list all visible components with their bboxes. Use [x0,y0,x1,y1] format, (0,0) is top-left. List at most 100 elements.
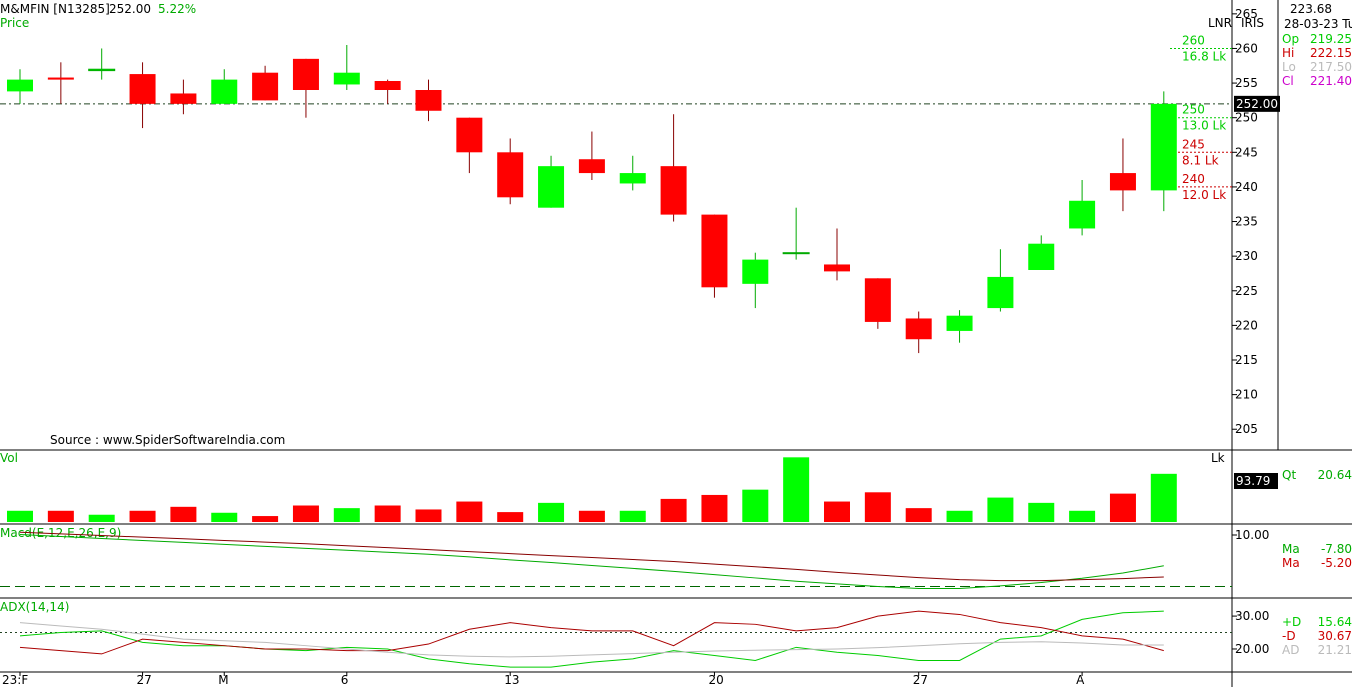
info-row-value: 222.15 [1310,46,1352,60]
macd-panel-label: Macd(E,12,E,26,E,9) [0,526,121,540]
candle-body[interactable] [578,159,605,174]
candle-body[interactable] [905,318,932,340]
price-tick-label: 255 [1235,76,1258,90]
adx-legend-label: AD [1282,643,1299,657]
volume-bar[interactable] [7,510,33,522]
candle-body[interactable] [824,264,850,272]
symbol-label: M&MFIN [N13285] [0,2,110,16]
change-pct-label: 5.22% [158,2,196,16]
level-price-label: 250 [1182,103,1205,117]
current-price-badge [1234,95,1280,112]
candle-body[interactable] [415,90,442,111]
volume-bar[interactable] [211,512,238,522]
volume-bar[interactable] [538,502,565,522]
volume-bar[interactable] [1028,502,1055,522]
volume-bar[interactable] [905,508,932,522]
volume-bar[interactable] [1109,493,1136,522]
volume-bar[interactable] [292,505,319,523]
volume-bar[interactable] [660,498,687,522]
volume-bar[interactable] [497,512,524,522]
candle-body[interactable] [1069,200,1096,229]
candle-body[interactable] [782,252,810,255]
volume-bar[interactable] [374,505,401,523]
candle-body[interactable] [88,68,116,72]
candle-body[interactable] [1150,103,1177,191]
lnr-tag: LNR [1208,16,1232,30]
volume-bar[interactable] [333,508,360,522]
price-tick-label: 250 [1235,111,1258,125]
candle-body[interactable] [1109,173,1136,191]
x-tick-label: 27 [913,673,928,687]
candle-body[interactable] [211,79,238,104]
x-tick-label: 20 [708,673,723,687]
candle-body[interactable] [170,93,197,104]
candle-body[interactable] [864,278,891,322]
volume-bar[interactable] [170,506,197,522]
volume-bar[interactable] [88,514,115,522]
info-row-label: Op [1282,32,1299,46]
candle-body[interactable] [497,152,524,198]
volume-bar[interactable] [1150,473,1177,522]
price-panel-label: Price [0,16,29,30]
price-tick-label: 210 [1235,388,1258,402]
candle-body[interactable] [1028,243,1055,270]
volume-bar[interactable] [987,497,1014,522]
price-tick-label: 220 [1235,318,1258,332]
iris-tag: IRIS [1241,16,1264,30]
volume-bar[interactable] [578,510,605,522]
macd-series-line[interactable] [19,534,1164,589]
info-row-value: 217.50 [1310,60,1352,74]
adx-series-line[interactable] [19,610,1164,668]
volume-bar[interactable] [946,510,973,522]
volume-bar[interactable] [824,501,850,522]
macd-legend-value: -7.80 [1321,542,1352,556]
macd-tick-label: 10.00 [1235,528,1269,542]
price-tick-label: 230 [1235,249,1258,263]
candle-body[interactable] [742,259,769,284]
candle-body[interactable] [987,276,1014,309]
candle-body[interactable] [538,166,565,208]
adx-series-line[interactable] [19,622,1164,658]
info-row-label: Cl [1282,74,1294,88]
price-tick-label: 260 [1235,41,1258,55]
volume-bar[interactable] [415,509,442,522]
volume-current-label: 93.79 [1236,474,1270,488]
volume-qt-label: Qt [1282,468,1296,482]
candle-body[interactable] [7,79,33,92]
candle-body[interactable] [619,173,646,184]
volume-bar[interactable] [864,492,891,522]
volume-bar[interactable] [701,494,728,522]
volume-bar[interactable] [619,510,646,522]
price-tick-label: 205 [1235,422,1258,436]
volume-bar[interactable] [47,510,74,522]
level-volume-label: 12.0 Lk [1182,188,1226,202]
candle-body[interactable] [660,166,687,215]
adx-series-line[interactable] [19,610,1164,655]
volume-bar[interactable] [1069,510,1096,522]
volume-current-badge [1234,473,1278,489]
price-tick-label: 235 [1235,215,1258,229]
macd-series-line[interactable] [19,531,1164,582]
volume-bar[interactable] [252,516,279,522]
info-date: 28-03-23 Tu [1284,17,1352,31]
volume-bar[interactable] [742,489,769,522]
candle-body[interactable] [946,315,973,331]
info-row-label: Hi [1282,46,1294,60]
candle-body[interactable] [129,74,156,104]
volume-bar[interactable] [456,501,483,522]
macd-legend-value: -5.20 [1321,556,1352,570]
candle-body[interactable] [292,58,319,90]
volume-bar[interactable] [129,510,156,522]
info-row-value: 221.40 [1310,74,1352,88]
adx-tick-label: 30.00 [1235,609,1269,623]
candle-body[interactable] [456,117,483,153]
candle-body[interactable] [252,72,279,101]
candle-body[interactable] [47,77,74,80]
candle-body[interactable] [701,214,728,288]
candle-body[interactable] [374,81,401,90]
candle-body[interactable] [333,72,360,85]
adx-legend-value: 30.67 [1318,629,1352,643]
x-tick-label: 6 [341,673,349,687]
volume-bar[interactable] [783,457,810,522]
